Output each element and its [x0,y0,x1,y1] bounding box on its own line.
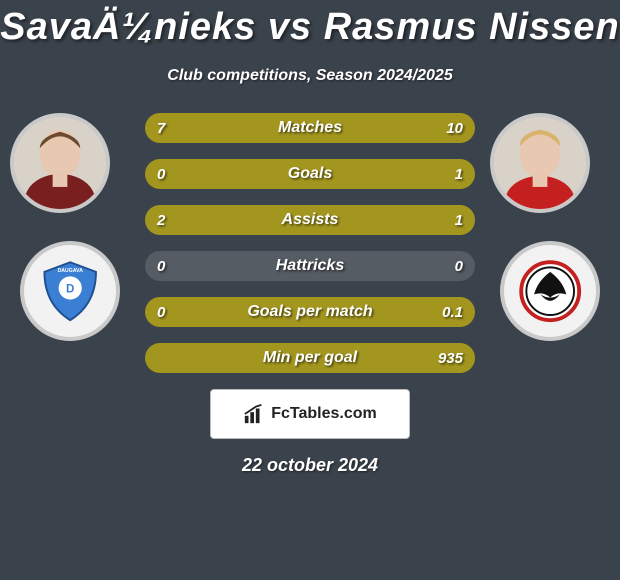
brand-text: FcTables.com [271,405,377,423]
stat-bar-bg [145,159,475,189]
stat-bar-bg [145,297,475,327]
stat-row: Assists21 [145,205,475,235]
footer-date: 22 october 2024 [0,455,620,476]
stat-bar-right-fill [280,113,475,143]
stat-bar-bg [145,251,475,281]
chart-icon [243,403,265,425]
stat-bar-empty [145,251,475,281]
page-title: SavaÄ¼nieks vs Rasmus Nissen [0,0,620,49]
stat-row: Min per goal935 [145,343,475,373]
stat-row: Goals01 [145,159,475,189]
svg-text:D: D [66,283,74,295]
stat-bar-right-fill [145,343,475,373]
stats-bars: Matches710 Goals01 Assists21 Hattricks00 Goa… [145,113,475,373]
stat-bar-right-fill [145,159,475,189]
stat-row: Goals per match00.1 [145,297,475,327]
shield-icon: D DAUGAVA [38,259,102,323]
stat-bar-bg [145,343,475,373]
player-right-club-badge [500,241,600,341]
player-left-club-badge: D DAUGAVA [20,241,120,341]
eagle-badge-icon [518,259,582,323]
person-icon [14,117,106,209]
stat-bar-right-fill [145,297,475,327]
player-left-avatar [10,113,110,213]
player-right-avatar [490,113,590,213]
person-icon [494,117,586,209]
comparison-panel: D DAUGAVA Matches710 Goals01 Assists21 Hatt… [0,113,620,373]
stat-bar-left-fill [145,113,280,143]
stat-row: Matches710 [145,113,475,143]
subtitle: Club competitions, Season 2024/2025 [0,67,620,85]
stat-bar-bg [145,113,475,143]
stat-bar-left-fill [145,205,366,235]
stat-row: Hattricks00 [145,251,475,281]
club-name-text: DAUGAVA [57,268,83,274]
stat-bar-bg [145,205,475,235]
brand-badge[interactable]: FcTables.com [210,389,410,439]
stat-bar-right-fill [366,205,475,235]
